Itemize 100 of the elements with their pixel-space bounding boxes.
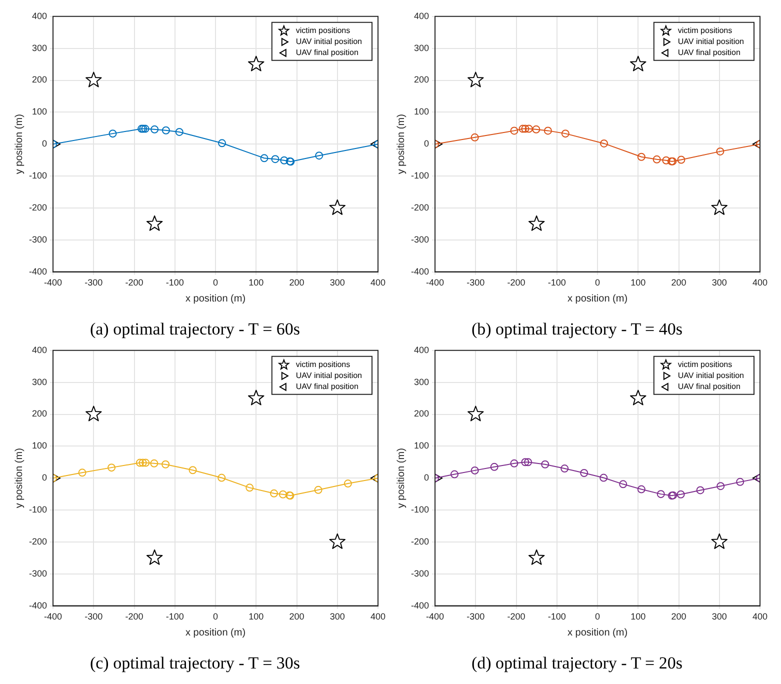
point: [600, 474, 608, 482]
point: [315, 152, 324, 160]
point: [218, 139, 226, 148]
point: [600, 139, 608, 148]
text: (c) optimal trajectory - T = 30s: [90, 653, 300, 672]
x-tick-label: -300: [84, 612, 103, 622]
x-tick-label: 0: [595, 612, 600, 622]
x-tick-label: -200: [507, 612, 526, 622]
legend-label: UAV initial position: [296, 371, 362, 380]
x-tick-label: -300: [466, 612, 485, 622]
point: [521, 458, 530, 466]
y-tick-label: -100: [411, 504, 430, 515]
legend-label: victim positions: [296, 360, 350, 370]
point: [329, 199, 346, 215]
x-axis-title: x position (m): [186, 627, 246, 638]
x-tick-label: 300: [712, 278, 727, 288]
x-tick-label: -200: [125, 278, 144, 288]
point: [532, 125, 540, 134]
x-tick-label: 400: [370, 612, 386, 622]
point: [544, 126, 552, 135]
point: [108, 130, 117, 138]
x-tick-label: 400: [370, 278, 386, 288]
y-tick-label: -200: [29, 202, 48, 212]
point: [619, 480, 628, 488]
x-tick-label: 300: [330, 612, 345, 622]
x-tick-label: 200: [671, 612, 686, 622]
point: [541, 460, 550, 468]
text: (d) optimal trajectory - T = 20s: [471, 653, 683, 672]
point: [108, 464, 116, 472]
point: [490, 462, 498, 471]
x-tick-label: 200: [671, 278, 686, 288]
x-tick-label: 200: [289, 278, 304, 288]
legend-label: UAV initial position: [296, 37, 362, 46]
point: [136, 458, 144, 467]
point: [696, 486, 704, 494]
y-tick-label: -300: [29, 568, 48, 578]
y-tick-label: -200: [411, 202, 430, 212]
y-tick-label: -400: [29, 600, 48, 610]
legend-label: victim positions: [678, 26, 732, 36]
y-tick-label: -100: [29, 504, 48, 515]
point: [676, 490, 685, 498]
x-tick-label: 400: [752, 612, 768, 622]
point: [662, 156, 670, 164]
point: [278, 490, 287, 498]
legend-label: victim positions: [296, 26, 350, 36]
y-tick-label: 300: [414, 376, 430, 387]
text: (b) optimal trajectory - T = 40s: [471, 319, 683, 338]
point: [260, 154, 268, 162]
point: [86, 72, 102, 88]
point: [524, 124, 533, 133]
x-tick-label: 300: [330, 278, 345, 288]
point: [637, 485, 646, 494]
point: [711, 199, 728, 215]
point: [716, 147, 724, 156]
point: [510, 126, 518, 135]
x-tick-label: 100: [248, 612, 264, 622]
y-tick-label: 300: [414, 42, 430, 53]
point: [637, 152, 646, 161]
legend-label: UAV final position: [678, 48, 740, 58]
point: [188, 466, 197, 474]
point: [146, 549, 163, 565]
point: [248, 390, 264, 406]
y-tick-label: 0: [42, 138, 48, 149]
y-tick-label: 300: [32, 42, 48, 53]
point: [736, 478, 744, 486]
point: [528, 215, 545, 231]
y-tick-label: 400: [32, 344, 48, 355]
y-tick-label: 200: [414, 74, 430, 85]
point: [344, 480, 352, 488]
point: [580, 468, 588, 477]
y-axis-title: y position (m): [396, 114, 407, 174]
point: [162, 460, 170, 468]
legend-label: UAV final position: [678, 382, 740, 392]
y-tick-label: 0: [424, 138, 430, 149]
y-tick-label: -300: [29, 234, 48, 244]
y-axis-title: y position (m): [396, 448, 407, 508]
point: [468, 72, 484, 88]
x-tick-label: -100: [166, 612, 184, 622]
x-tick-label: 100: [248, 278, 264, 288]
y-tick-label: -400: [29, 266, 48, 276]
y-tick-label: 400: [414, 10, 430, 21]
point: [630, 56, 646, 72]
point: [175, 128, 184, 136]
text: (a) optimal trajectory - T = 60s: [90, 319, 300, 338]
y-tick-label: -200: [29, 536, 48, 546]
legend-label: UAV final position: [296, 48, 358, 58]
point: [528, 549, 545, 565]
legend-label: UAV initial position: [678, 371, 744, 380]
y-tick-label: 400: [32, 10, 48, 21]
x-tick-label: 0: [213, 612, 218, 622]
x-axis-title: x position (m): [568, 293, 628, 304]
y-tick-label: 400: [414, 344, 430, 355]
x-tick-label: 0: [595, 278, 600, 288]
x-tick-label: 100: [630, 612, 646, 622]
y-tick-label: -100: [29, 170, 48, 181]
y-tick-label: -400: [411, 600, 430, 610]
point: [142, 458, 150, 467]
point: [280, 156, 288, 164]
y-tick-label: 100: [32, 106, 48, 117]
point: [711, 533, 728, 549]
